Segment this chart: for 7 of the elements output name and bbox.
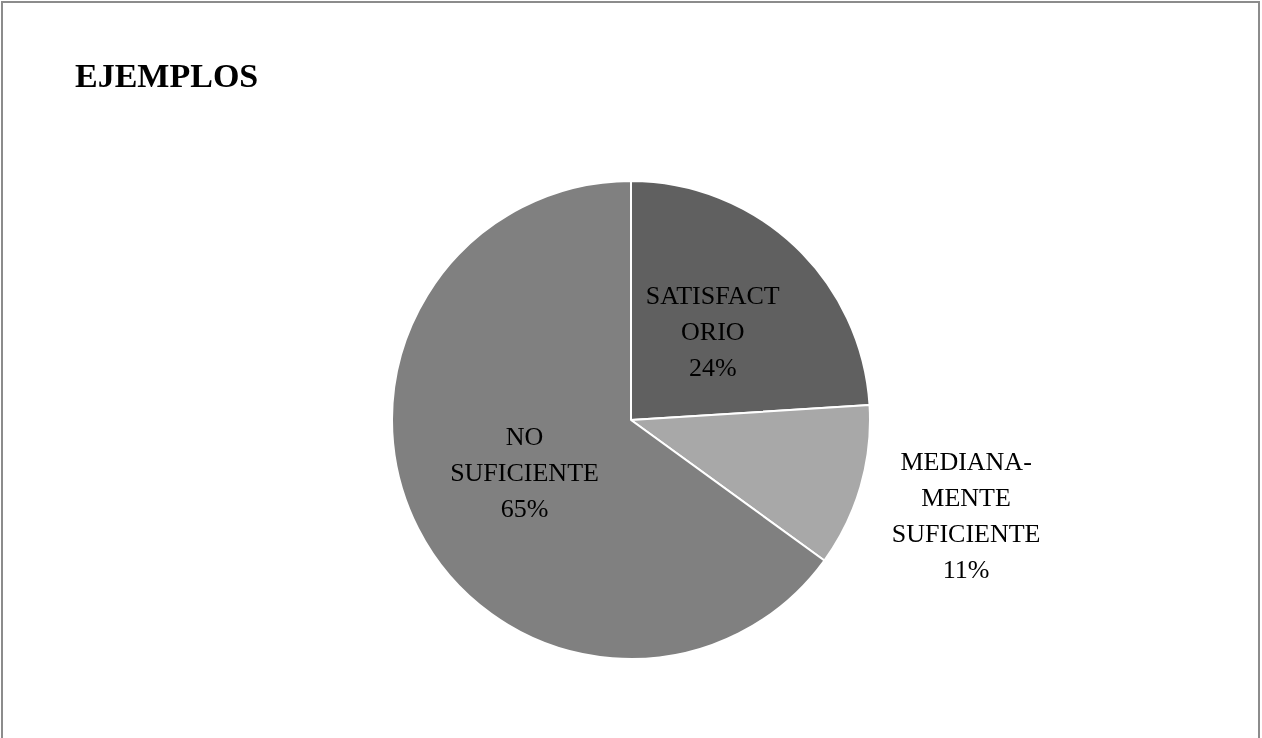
data-label: 24% <box>688 352 737 382</box>
slice-label: NO SUFICIENTE <box>450 422 599 488</box>
slice-label: SATISFACTORIO <box>645 280 780 346</box>
data-label: 65% <box>500 494 549 524</box>
slice-label: MEDIANA-MENTE SUFICIENTE <box>891 447 1041 549</box>
data-label: 11% <box>942 555 990 585</box>
chart-title: EJEMPLOS <box>75 56 259 94</box>
